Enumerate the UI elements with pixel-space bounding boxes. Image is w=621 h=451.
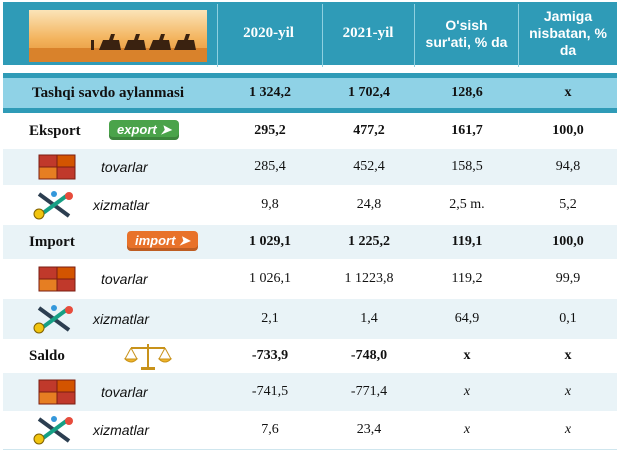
header-2021: 2021-yil bbox=[342, 25, 394, 41]
cell-growth: 119,1 bbox=[451, 234, 483, 249]
cell-2020: 7,6 bbox=[261, 422, 279, 437]
cell-2021: 1 702,4 bbox=[348, 85, 390, 100]
cell-2020: 1 026,1 bbox=[249, 271, 291, 286]
cell-share: 94,8 bbox=[555, 159, 581, 174]
cell-growth: 128,6 bbox=[451, 85, 483, 100]
cell-growth: 161,7 bbox=[451, 123, 483, 138]
cell-share: x bbox=[564, 85, 572, 100]
row-label: Eksport bbox=[29, 122, 81, 139]
cell-share: 100,0 bbox=[552, 123, 584, 138]
header-divider bbox=[518, 4, 519, 67]
row-label: Import bbox=[29, 233, 75, 250]
cell-share: x bbox=[564, 422, 572, 437]
cell-share: 99,9 bbox=[555, 271, 581, 286]
cell-share: x bbox=[564, 384, 572, 399]
header-share: Jamiga nisbatan, % da bbox=[529, 8, 607, 58]
cell-2020: -733,9 bbox=[251, 348, 289, 363]
row-label: tovarlar bbox=[101, 384, 148, 400]
cell-2021: 1 1223,8 bbox=[344, 271, 394, 286]
table-header bbox=[3, 2, 617, 67]
header-divider bbox=[322, 4, 323, 67]
cell-2021: 23,4 bbox=[356, 422, 382, 437]
cell-growth: x bbox=[463, 384, 471, 399]
row-label: Tashqi savdo aylanmasi bbox=[32, 84, 185, 101]
cell-2021: -748,0 bbox=[350, 348, 388, 363]
cell-growth: x bbox=[463, 422, 471, 437]
header-divider bbox=[414, 4, 415, 67]
tools-icon bbox=[33, 305, 73, 334]
row-label: Saldo bbox=[29, 347, 65, 364]
boxes-icon bbox=[38, 154, 76, 180]
cell-2021: 477,2 bbox=[353, 123, 385, 138]
tools-icon bbox=[33, 416, 73, 445]
cell-share: x bbox=[564, 348, 572, 363]
cell-2020: 1 029,1 bbox=[249, 234, 291, 249]
import-badge-icon: import ➤ bbox=[127, 231, 198, 251]
cell-2021: -771,4 bbox=[350, 384, 388, 399]
caravan-banner-image bbox=[29, 10, 207, 62]
tools-icon bbox=[33, 191, 73, 220]
cell-2020: 9,8 bbox=[261, 197, 279, 212]
row-label: tovarlar bbox=[101, 271, 148, 287]
cell-2021: 24,8 bbox=[356, 197, 382, 212]
row-label: xizmatlar bbox=[93, 422, 150, 438]
scales-icon bbox=[123, 344, 173, 370]
header-growth: O'sish sur'ati, % da bbox=[425, 16, 508, 50]
row-label: xizmatlar bbox=[93, 197, 150, 213]
cell-share: 0,1 bbox=[559, 311, 577, 326]
header-2020: 2020-yil bbox=[243, 25, 294, 41]
header-divider bbox=[217, 4, 218, 67]
table-row-services: xizmatlar 9,8 24,8 2,5 m. 5,2 bbox=[3, 185, 617, 226]
cell-2020: 1 324,2 bbox=[249, 85, 291, 100]
table-row-services: xizmatlar 7,6 23,4 x x bbox=[3, 411, 617, 450]
row-label: tovarlar bbox=[101, 159, 148, 175]
cell-growth: 158,5 bbox=[451, 159, 483, 174]
table-row-goods: tovarlar 1 026,1 1 1223,8 119,2 99,9 bbox=[3, 259, 617, 300]
cell-2021: 1,4 bbox=[360, 311, 378, 326]
cell-2021: 1 225,2 bbox=[348, 234, 390, 249]
cell-2020: -741,5 bbox=[251, 384, 289, 399]
table-row-balance: Saldo -733,9 -748,0 x x bbox=[3, 339, 617, 374]
table-row-total: Tashqi savdo aylanmasi 1 324,2 1 702,4 1… bbox=[3, 73, 617, 113]
cell-growth: 2,5 m. bbox=[449, 197, 485, 212]
cell-2021: 452,4 bbox=[353, 159, 385, 174]
table-row-goods: tovarlar 285,4 452,4 158,5 94,8 bbox=[3, 149, 617, 186]
cell-2020: 2,1 bbox=[261, 311, 279, 326]
boxes-icon bbox=[38, 266, 76, 292]
cell-2020: 285,4 bbox=[254, 159, 286, 174]
cell-growth: 119,2 bbox=[451, 271, 483, 286]
table-row-goods: tovarlar -741,5 -771,4 x x bbox=[3, 373, 617, 412]
export-badge-icon: export ➤ bbox=[109, 120, 180, 140]
table-row-import: Import import ➤ 1 029,1 1 225,2 119,1 10… bbox=[3, 225, 617, 260]
table-row-services: xizmatlar 2,1 1,4 64,9 0,1 bbox=[3, 299, 617, 340]
cell-share: 100,0 bbox=[552, 234, 584, 249]
row-label: xizmatlar bbox=[93, 311, 150, 327]
table-row-export: Eksport export ➤ 295,2 477,2 161,7 100,0 bbox=[3, 113, 617, 150]
cell-growth: 64,9 bbox=[454, 311, 480, 326]
cell-growth: x bbox=[463, 348, 471, 363]
cell-2020: 295,2 bbox=[254, 123, 286, 138]
cell-share: 5,2 bbox=[559, 197, 577, 212]
boxes-icon bbox=[38, 379, 76, 405]
